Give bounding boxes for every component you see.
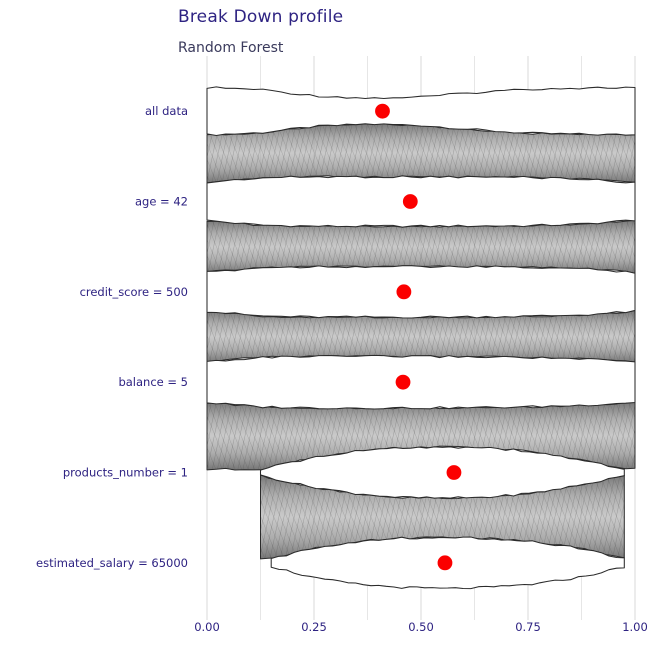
prediction-points — [375, 103, 462, 571]
y-axis-tick-label: balance = 5 — [118, 375, 188, 389]
distribution-funnel — [206, 86, 636, 137]
x-axis-tick-label: 0.00 — [194, 620, 220, 634]
y-axis-tick-label: all data — [145, 104, 188, 118]
y-axis-tick-label: estimated_salary = 65000 — [36, 556, 188, 570]
prediction-point — [437, 555, 453, 571]
transition-band-hatch-alt — [207, 402, 635, 470]
x-axis-tick-label: 1.00 — [622, 620, 648, 634]
y-axis-tick-label: age = 42 — [135, 195, 188, 209]
y-axis-tick-label: credit_score = 500 — [80, 285, 188, 299]
y-axis-labels: all data age = 42 credit_score = 500 balanc… — [36, 104, 188, 570]
distribution-funnel — [206, 265, 636, 319]
transition-band-hatch-alt — [207, 123, 635, 183]
transition-bands — [206, 122, 636, 560]
prediction-point — [396, 284, 412, 300]
distribution-funnels — [206, 86, 636, 590]
x-axis-tick-label: 0.25 — [301, 620, 327, 634]
chart-subtitle: Random Forest — [178, 40, 284, 56]
transition-band-hatch-alt — [260, 474, 625, 559]
page-title: Break Down profile — [178, 7, 344, 27]
distribution-funnel — [259, 446, 625, 499]
transition-band-hatch-alt — [207, 220, 635, 274]
y-axis-tick-label: products_number = 1 — [63, 466, 188, 480]
prediction-point — [375, 103, 390, 119]
prediction-point — [395, 374, 411, 390]
transition-band-hatch-alt — [207, 310, 635, 363]
prediction-point — [402, 194, 418, 209]
x-axis-tick-label: 0.75 — [515, 620, 541, 634]
prediction-point — [446, 465, 462, 480]
distribution-funnel — [206, 354, 636, 410]
x-axis-tick-label: 0.50 — [408, 620, 434, 634]
x-axis-labels: 0.00 0.25 0.50 0.75 1.00 — [194, 620, 648, 634]
distribution-funnel — [206, 175, 636, 228]
